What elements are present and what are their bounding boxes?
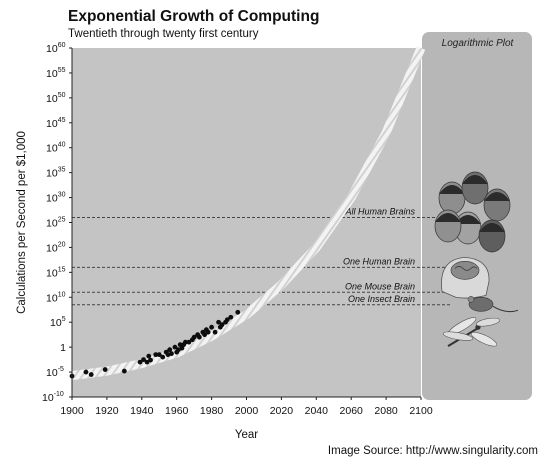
x-axis-label: Year bbox=[235, 429, 258, 441]
data-point bbox=[205, 329, 211, 335]
data-point bbox=[88, 372, 94, 377]
trend-band bbox=[71, 46, 426, 381]
x-tick-label: 1980 bbox=[200, 405, 224, 417]
y-tick-label: 10-5 bbox=[46, 366, 64, 379]
x-tick-label: 1900 bbox=[60, 405, 84, 417]
data-point bbox=[191, 334, 197, 340]
y-tick-label: 10-10 bbox=[42, 391, 64, 404]
y-tick-label: 1040 bbox=[46, 142, 66, 155]
y-tick-label: 1050 bbox=[46, 92, 66, 105]
data-point bbox=[228, 314, 234, 320]
data-point bbox=[141, 357, 146, 363]
chart-subtitle: Twentieth through twenty first century bbox=[68, 28, 259, 40]
data-point bbox=[146, 353, 152, 359]
data-point bbox=[144, 359, 150, 365]
data-point bbox=[183, 339, 188, 345]
data-point bbox=[209, 324, 215, 330]
data-point bbox=[212, 329, 218, 335]
y-tick-label: 105 bbox=[50, 316, 66, 329]
y-tick-label: 1030 bbox=[46, 192, 66, 205]
y-tick-label: 1 bbox=[60, 342, 66, 354]
data-point bbox=[153, 352, 159, 358]
chart-title: Exponential Growth of Computing bbox=[68, 8, 320, 25]
data-point bbox=[83, 369, 89, 375]
data-point bbox=[148, 357, 153, 363]
data-point bbox=[202, 332, 208, 338]
dragonfly-insect-icon bbox=[442, 317, 501, 348]
data-point bbox=[167, 347, 173, 353]
y-tick-label: 1060 bbox=[46, 42, 66, 55]
reference-line-label: One Human Brain bbox=[343, 256, 415, 266]
human-brain-head-icon bbox=[441, 256, 490, 299]
y-tick-label: 1055 bbox=[46, 67, 66, 80]
data-point bbox=[235, 309, 241, 315]
x-tick-label: 1940 bbox=[130, 405, 154, 417]
data-point bbox=[156, 352, 162, 358]
data-point bbox=[224, 317, 230, 323]
y-axis-label: Calculations per Second per $1,000 bbox=[16, 131, 28, 314]
human-faces-group-icon bbox=[434, 171, 511, 253]
data-point bbox=[196, 334, 202, 340]
reference-line-label: One Mouse Brain bbox=[345, 281, 415, 291]
x-tick-label: 2020 bbox=[270, 405, 294, 417]
x-tick-label: 1920 bbox=[95, 405, 119, 417]
image-source-credit: Image Source: http://www.singularity.com bbox=[327, 445, 538, 457]
x-tick-label: 2080 bbox=[374, 405, 398, 417]
y-tick-label: 1010 bbox=[46, 291, 66, 304]
x-tick-label: 2100 bbox=[409, 405, 433, 417]
data-point bbox=[160, 354, 166, 360]
y-tick-label: 1045 bbox=[46, 117, 66, 130]
x-tick-label: 1960 bbox=[165, 405, 189, 417]
x-tick-label: 2000 bbox=[235, 405, 259, 417]
data-point bbox=[121, 368, 127, 374]
plot-area bbox=[72, 48, 421, 397]
x-tick-label: 2060 bbox=[340, 405, 364, 417]
data-point bbox=[102, 367, 108, 372]
data-point bbox=[186, 339, 192, 345]
panel-title: Logarithmic Plot bbox=[442, 38, 515, 49]
x-tick-label: 2040 bbox=[305, 405, 329, 417]
data-point bbox=[216, 319, 221, 325]
y-tick-label: 1020 bbox=[46, 241, 66, 254]
data-point bbox=[172, 344, 178, 350]
data-point bbox=[137, 359, 143, 365]
mouse-icon bbox=[467, 296, 519, 313]
data-point bbox=[169, 351, 174, 357]
y-tick-label: 1025 bbox=[46, 217, 66, 230]
y-tick-label: 1015 bbox=[46, 266, 66, 279]
reference-line-label: All Human Brains bbox=[344, 207, 415, 217]
reference-line-label: One Insect Brain bbox=[348, 294, 415, 304]
y-tick-label: 1035 bbox=[46, 167, 66, 180]
data-point bbox=[219, 322, 225, 328]
